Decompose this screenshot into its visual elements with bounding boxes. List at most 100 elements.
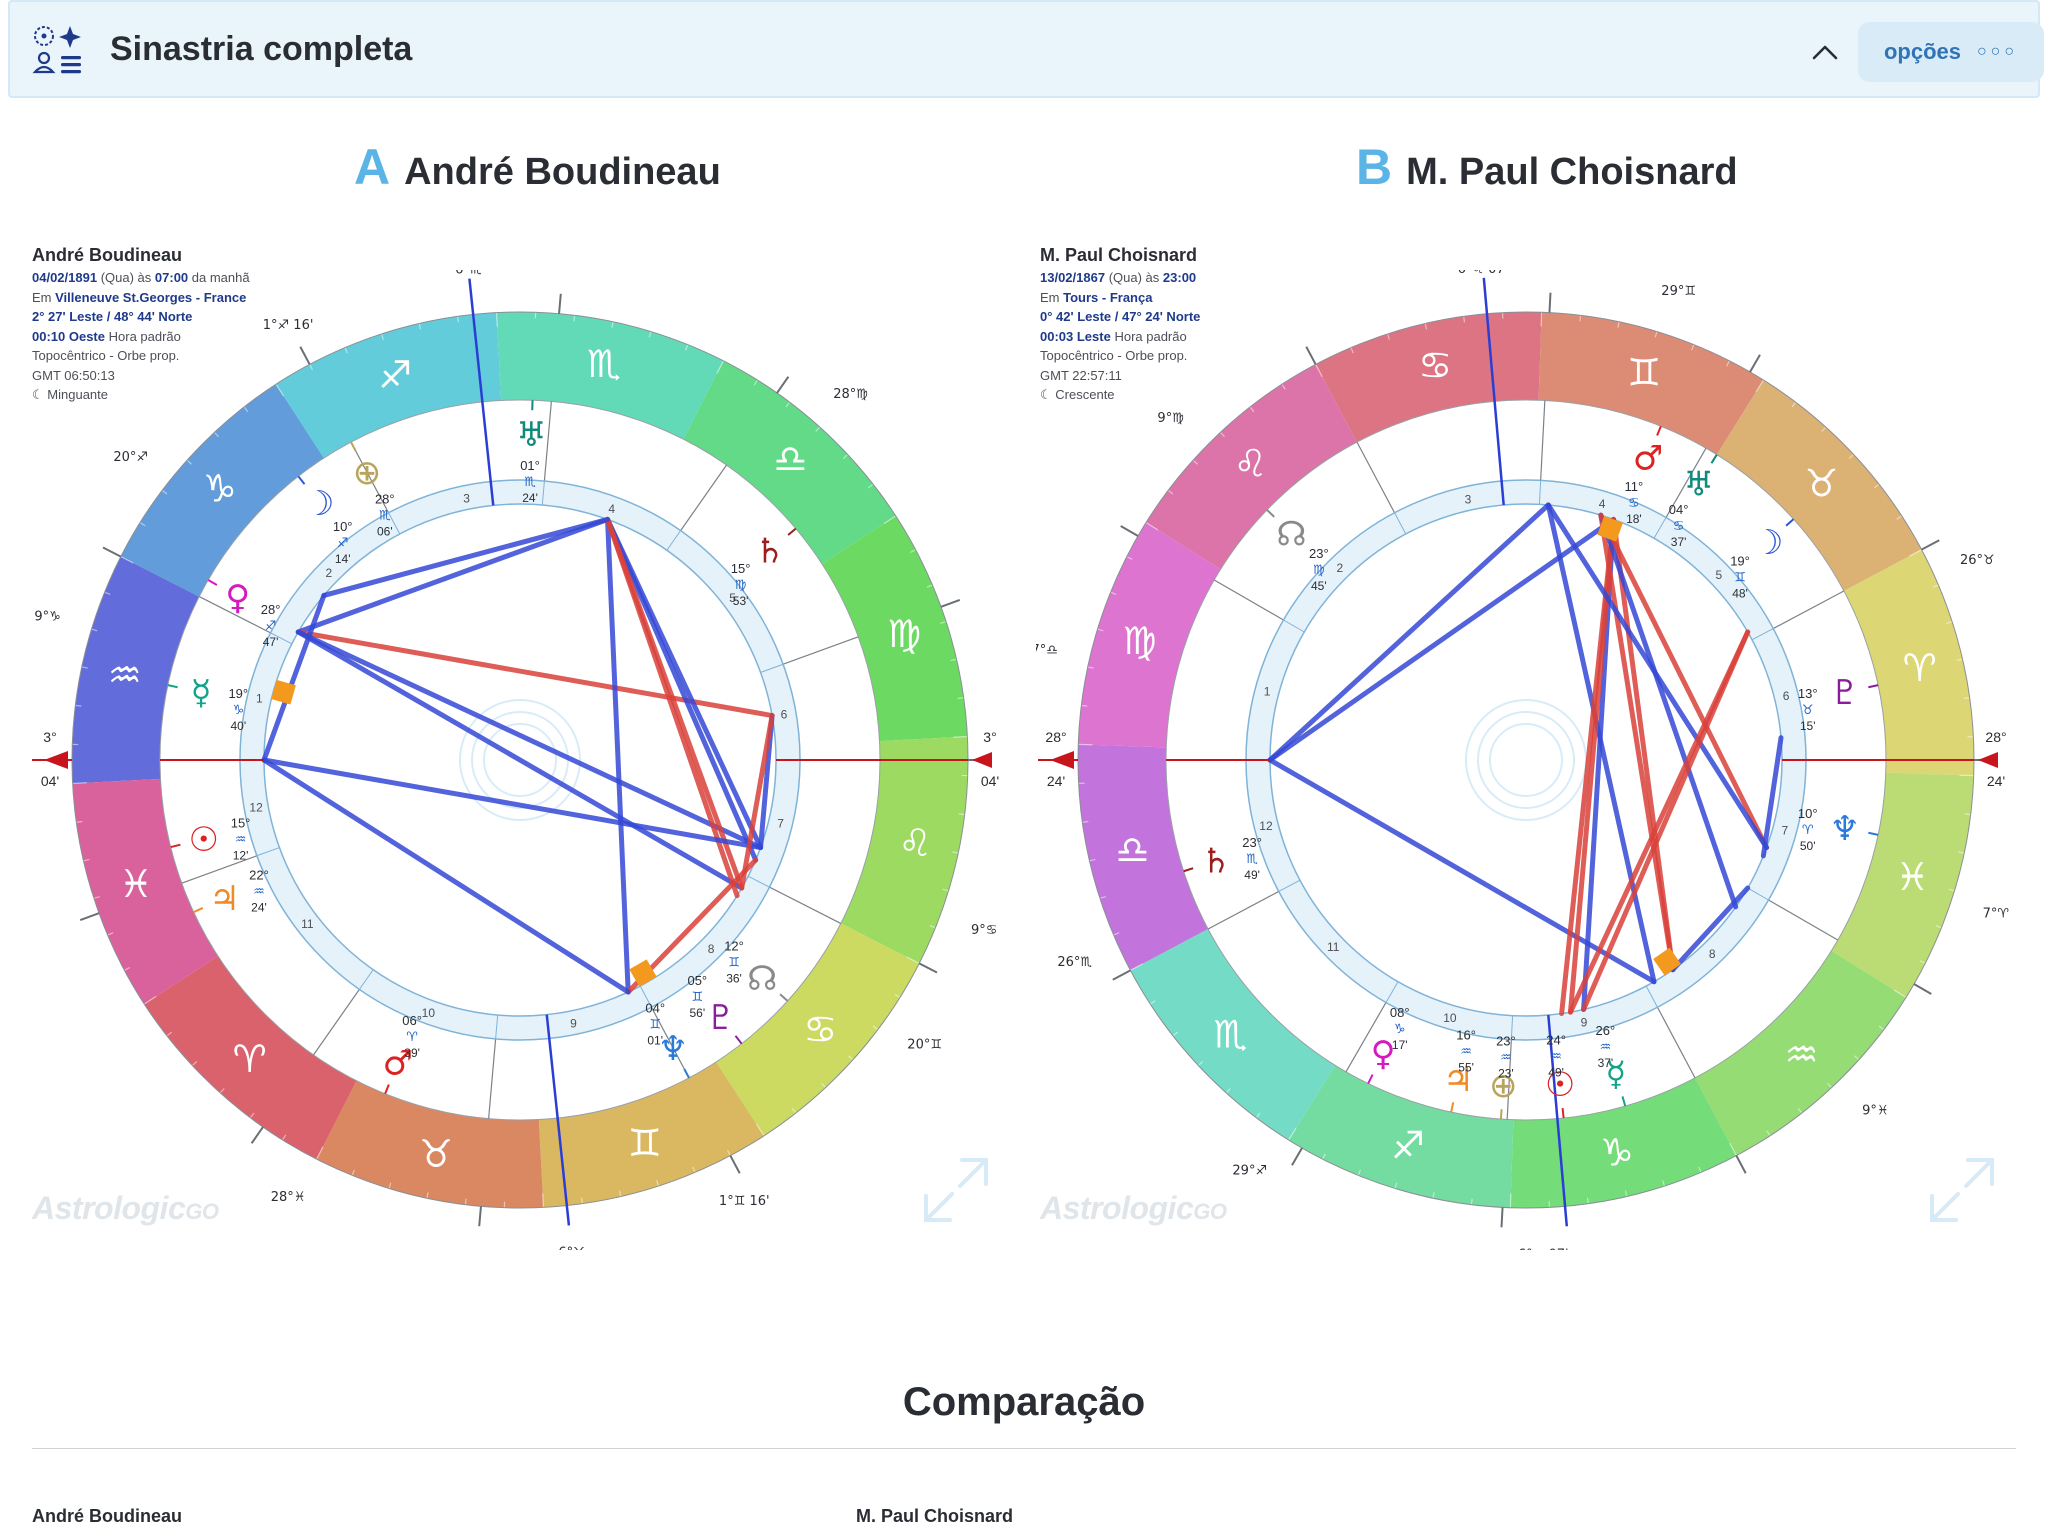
house-cusp-line — [198, 596, 271, 634]
degree-tick — [1470, 1198, 1473, 1205]
degree-tick — [872, 1025, 879, 1031]
degree-tick — [1082, 820, 1089, 823]
house-divider — [1394, 512, 1407, 535]
degree-tick — [648, 331, 652, 338]
degree-tick — [1964, 813, 1971, 816]
more-dots-icon: ○○○ — [1977, 43, 2019, 60]
chart-a-tz-label: Hora padrão — [108, 328, 181, 344]
zodiac-sign-glyph: ♋ — [1418, 343, 1452, 387]
degree-tick — [1394, 1182, 1398, 1189]
center-decor — [1489, 723, 1563, 797]
chart-b-coordinates: 0° 42' Leste / 47° 24' Norte — [1040, 309, 1201, 324]
chart-b-place: Tours - França — [1063, 289, 1153, 305]
house-cusp-line — [1772, 590, 1845, 630]
planet-minute: 40' — [230, 719, 246, 733]
aspect-line — [1598, 512, 1739, 910]
planet-sign: ♊ — [728, 956, 740, 971]
planet-degree: 19° — [1730, 553, 1750, 568]
planet-degree: 23° — [1242, 835, 1262, 850]
planet-sign: ♈ — [1802, 823, 1814, 838]
house-cusp-line — [1656, 1006, 1696, 1079]
planet-glyph: ♂ — [1633, 439, 1663, 479]
degree-tick — [1948, 888, 1955, 892]
degree-tick — [464, 1198, 467, 1205]
chart-a-info-name: André Boudineau — [32, 245, 183, 265]
planet-minute: 15' — [1800, 719, 1816, 733]
degree-tick — [351, 1169, 355, 1176]
chart-b-moon-line: ☾ Crescente — [1040, 385, 1200, 405]
house-number: 6 — [1783, 689, 1790, 703]
house-divider — [541, 481, 545, 506]
degree-tick — [618, 1190, 622, 1197]
chart-b-place-prefix: Em — [1040, 289, 1060, 305]
planet-sign: ♑ — [1394, 1022, 1406, 1037]
degree-tick — [929, 925, 936, 929]
cusp-label: 28°♓ — [271, 1190, 306, 1205]
house-divider — [388, 512, 401, 535]
planet-glyph: ♄ — [1201, 842, 1231, 882]
chart-a-gmt: GMT 06:50:13 — [32, 367, 115, 383]
collapse-button[interactable] — [1805, 32, 1845, 72]
asc-arrow — [44, 751, 68, 769]
planet-glyph: ☊ — [747, 959, 777, 999]
planet-minute: 14' — [335, 552, 351, 566]
zodiac-sector — [821, 516, 968, 742]
planet-tick — [779, 993, 789, 1002]
degree-tick — [219, 1088, 225, 1094]
degree-tick — [1113, 932, 1120, 936]
degree-tick — [1963, 697, 1970, 700]
planet-glyph: ♇ — [705, 998, 735, 1038]
chart-b-weekday: (Qua) às — [1108, 270, 1160, 285]
degree-tick — [883, 515, 897, 525]
planet-degree: 28° — [375, 492, 395, 507]
chart-a-place-prefix: Em — [32, 289, 52, 305]
planet-sign: ♍ — [1313, 563, 1325, 578]
planet-minute: 53' — [733, 594, 749, 608]
zodiac-sign-glyph: ♒ — [108, 653, 142, 697]
aspect-line — [1559, 516, 1617, 1017]
house-divider — [1278, 879, 1301, 892]
degree-tick — [1854, 1055, 1860, 1061]
planet-minute: 48' — [1732, 586, 1748, 600]
degree-tick — [344, 347, 348, 354]
cusp-tick — [299, 346, 311, 365]
options-button[interactable]: opções ○○○ — [1858, 22, 2044, 82]
degree-tick — [139, 522, 146, 527]
degree-tick — [1878, 1025, 1885, 1031]
zodiac-sign-glyph: ♊ — [628, 1121, 662, 1165]
degree-tick — [1919, 960, 1926, 964]
planet-sign: ♑ — [232, 703, 244, 718]
chart-a-watermark: AstrologicGO — [32, 1190, 219, 1227]
degree-tick — [656, 1180, 660, 1187]
expand-icon[interactable] — [1926, 1154, 1998, 1226]
expand-icon[interactable] — [920, 1154, 992, 1226]
planet-glyph: ♅ — [1684, 465, 1714, 505]
degree-tick — [380, 333, 384, 340]
planet-degree: 13° — [1798, 686, 1818, 701]
house-cusp-line — [1506, 1039, 1512, 1120]
house-number: 5 — [1715, 568, 1722, 582]
cusp-tick — [1112, 969, 1131, 981]
house-divider — [1538, 480, 1542, 505]
watermark-suffix: GO — [185, 1199, 219, 1224]
chart-a-wheel[interactable]: ♒♑♐ ♏♎♍♌♋♊♉♈♓1234567891011123°04'3°04'6°♏… — [30, 270, 1010, 1250]
zodiac-sector — [1843, 549, 1974, 776]
cusp-tick — [1921, 539, 1940, 551]
house-number: 11 — [301, 917, 314, 931]
zodiac-sign-glyph: ♉ — [419, 1132, 453, 1176]
house-number: 7 — [777, 817, 784, 831]
planet-glyph: ⊕ — [1489, 1066, 1518, 1106]
cusp-label: 9°♍ — [1157, 411, 1184, 426]
planet-glyph: ☉ — [1545, 1065, 1575, 1105]
planet-tick — [1499, 1109, 1503, 1120]
house-cusp-line — [769, 886, 842, 924]
house-number: 1 — [1264, 685, 1271, 699]
degree-tick — [191, 1061, 198, 1066]
degree-tick — [1099, 896, 1106, 900]
degree-tick — [1350, 347, 1354, 354]
aspect-line — [295, 629, 745, 891]
cusp-label: 29°♊ — [1661, 284, 1696, 299]
aspect-line — [1267, 516, 1617, 763]
aspect-line — [1598, 512, 1676, 973]
chart-b-wheel[interactable]: ♎♍♌♋♊♉♈♓♒♑♐♏12345678910111228°24'28°24'6… — [1036, 270, 2016, 1250]
